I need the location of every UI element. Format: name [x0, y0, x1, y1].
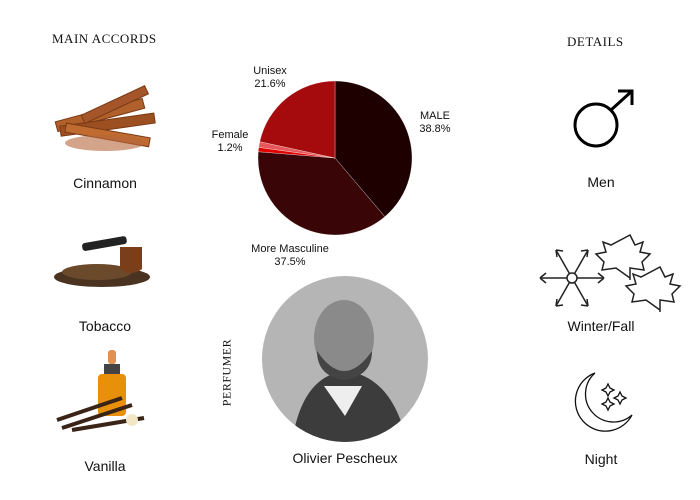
- vanilla-image: [56, 350, 145, 432]
- cinnamon-image: [54, 85, 156, 151]
- label-more-masculine: More Masculine 37.5%: [251, 243, 329, 268]
- main-accords-heading: MAIN ACCORDS: [52, 31, 157, 46]
- perfumer-name: Olivier Pescheux: [292, 450, 398, 466]
- accord-cinnamon: Cinnamon: [73, 175, 137, 191]
- label-female: Female 1.2%: [211, 129, 249, 154]
- label-male: MALE 38.8%: [419, 110, 451, 135]
- male-symbol-icon: [573, 89, 634, 148]
- perfumer-heading: PERFUMER: [219, 338, 234, 407]
- accord-vanilla: Vanilla: [84, 458, 126, 474]
- pie-slice-male: [334, 80, 413, 217]
- moon-stars-icon: [574, 372, 633, 432]
- detail-night: Night: [584, 451, 618, 467]
- pie-slice-more-masculine: [257, 151, 386, 236]
- perfumer-portrait: [262, 276, 428, 442]
- details-heading: DETAILS: [567, 34, 624, 49]
- gender-pie-chart: [257, 80, 413, 236]
- tobacco-image: [54, 236, 150, 287]
- pie-slice-unisex: [259, 80, 336, 159]
- snowflake-leaves-icon: [539, 233, 682, 312]
- detail-men: Men: [587, 174, 615, 190]
- label-unisex: Unisex 21.6%: [253, 65, 287, 90]
- accord-tobacco: Tobacco: [78, 318, 132, 334]
- detail-winter-fall: Winter/Fall: [567, 318, 635, 334]
